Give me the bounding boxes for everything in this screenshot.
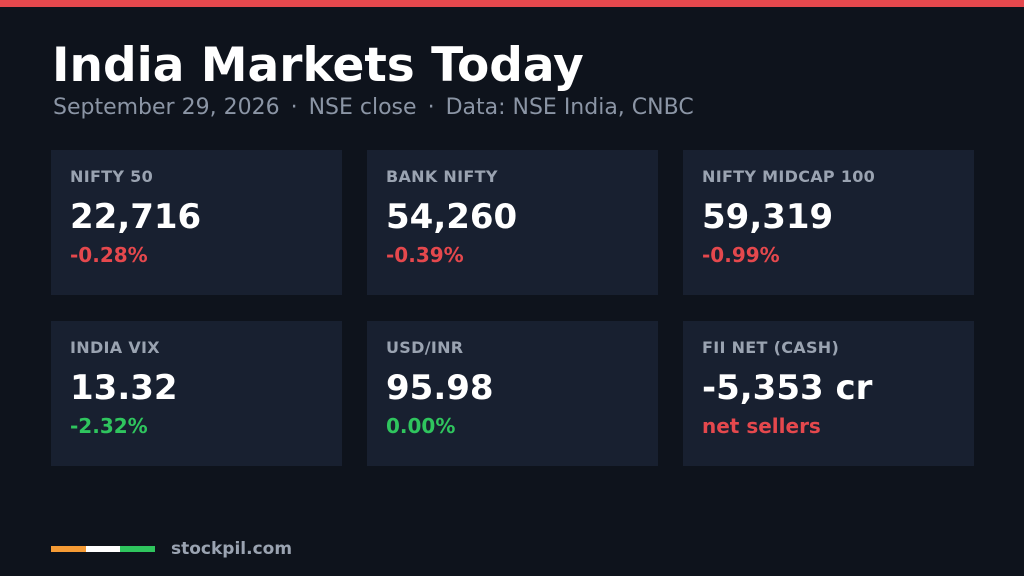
- subtitle-source: Data: NSE India, CNBC: [445, 95, 694, 120]
- card-label: USD/INR: [386, 338, 464, 357]
- stripe-saffron: [51, 546, 86, 552]
- card-label: NIFTY MIDCAP 100: [702, 167, 876, 186]
- card-nifty-50: NIFTY 50 22,716 -0.28%: [51, 150, 342, 295]
- card-value: -5,353 cr: [702, 368, 873, 408]
- subtitle: September 29, 2026 · NSE close · Data: NSE I…: [53, 94, 694, 122]
- card-change: net sellers: [702, 414, 821, 438]
- subtitle-separator: ·: [427, 95, 435, 120]
- card-value: 59,319: [702, 197, 834, 237]
- card-value: 22,716: [70, 197, 202, 237]
- card-usd-inr: USD/INR 95.98 0.00%: [367, 321, 658, 466]
- card-label: BANK NIFTY: [386, 167, 498, 186]
- subtitle-separator: ·: [290, 95, 298, 120]
- card-change: 0.00%: [386, 414, 456, 438]
- card-nifty-midcap-100: NIFTY MIDCAP 100 59,319 -0.99%: [683, 150, 974, 295]
- card-value: 95.98: [386, 368, 494, 408]
- card-bank-nifty: BANK NIFTY 54,260 -0.39%: [367, 150, 658, 295]
- card-label: FII NET (CASH): [702, 338, 840, 357]
- top-accent-bar: [0, 0, 1024, 7]
- stripe-green: [120, 546, 156, 552]
- card-india-vix: INDIA VIX 13.32 -2.32%: [51, 321, 342, 466]
- card-change: -0.39%: [386, 243, 464, 267]
- card-value: 13.32: [70, 368, 178, 408]
- card-label: NIFTY 50: [70, 167, 154, 186]
- page-title: India Markets Today: [52, 38, 584, 93]
- card-fii-net-cash: FII NET (CASH) -5,353 cr net sellers: [683, 321, 974, 466]
- tricolor-stripe: [51, 546, 156, 552]
- stripe-white: [85, 546, 121, 552]
- card-change: -0.99%: [702, 243, 780, 267]
- subtitle-date: September 29, 2026: [53, 95, 280, 120]
- card-change: -0.28%: [70, 243, 148, 267]
- subtitle-session: NSE close: [308, 95, 417, 120]
- card-label: INDIA VIX: [70, 338, 160, 357]
- market-cards-grid: NIFTY 50 22,716 -0.28% BANK NIFTY 54,260…: [51, 150, 974, 466]
- footer-brand: stockpil.com: [171, 539, 293, 559]
- card-value: 54,260: [386, 197, 518, 237]
- card-change: -2.32%: [70, 414, 148, 438]
